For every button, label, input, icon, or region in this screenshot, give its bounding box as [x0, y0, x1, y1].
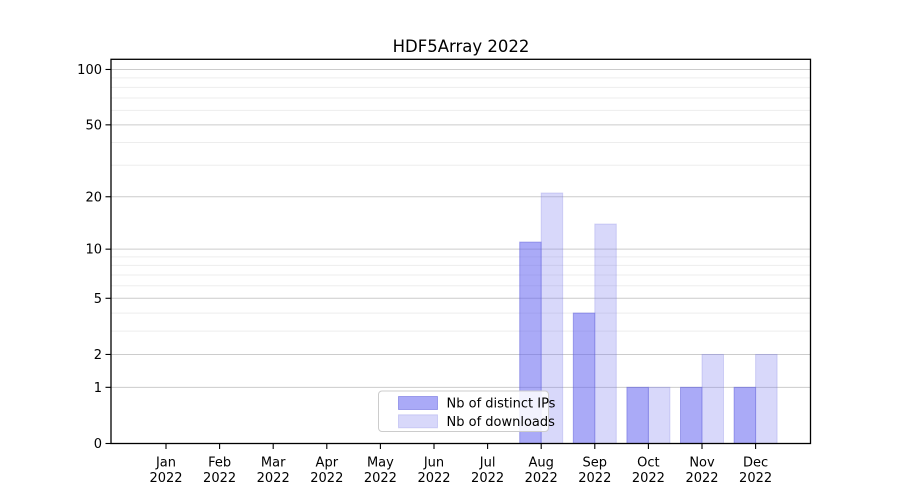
x-tick-label-month: Mar [261, 456, 286, 471]
y-tick-label: 20 [85, 190, 102, 205]
legend-swatch-downloads [398, 414, 438, 429]
x-tick-label-year: 2022 [257, 471, 290, 486]
y-tick-label: 0 [94, 437, 102, 452]
x-tick-label-month: Nov [689, 456, 715, 471]
y-tick-label: 10 [85, 243, 102, 258]
x-tick-label-year: 2022 [685, 471, 718, 486]
plot-border [110, 58, 812, 445]
x-tick-label-year: 2022 [471, 471, 504, 486]
x-tick-label-year: 2022 [364, 471, 397, 486]
x-tick-label-year: 2022 [203, 471, 236, 486]
x-tick-label-year: 2022 [417, 471, 450, 486]
bar-nov-distinct-ips [680, 386, 703, 445]
x-tick-label-year: 2022 [525, 471, 558, 486]
x-tick-label-month: Aug [529, 456, 554, 471]
bar-oct-distinct-ips [626, 386, 649, 445]
x-tick-label-year: 2022 [149, 471, 182, 486]
x-tick-label-month: Oct [637, 456, 659, 471]
bar-oct-downloads [647, 386, 671, 445]
y-tick-label: 100 [77, 63, 102, 78]
x-tick-label-year: 2022 [739, 471, 772, 486]
x-tick-label-month: Jun [423, 456, 444, 471]
x-tick-label-year: 2022 [632, 471, 665, 486]
legend-label-distinct-ips: Nb of distinct IPs [447, 397, 556, 412]
x-tick-label-month: Apr [316, 456, 339, 471]
y-tick-label: 5 [94, 292, 102, 307]
chart-title: HDF5Array 2022 [393, 37, 530, 56]
legend-swatch-distinct-ips [398, 396, 438, 410]
x-tick-label-year: 2022 [578, 471, 611, 486]
x-tick-label-month: Sep [583, 456, 608, 471]
bar-dec-downloads [755, 353, 778, 445]
bar-nov-downloads [701, 353, 724, 445]
x-tick-label-year: 2022 [310, 471, 343, 486]
bar-sep-distinct-ips [572, 312, 596, 445]
bar-dec-distinct-ips [733, 386, 757, 445]
bar-sep-downloads [594, 223, 617, 444]
x-tick-label-month: Jul [479, 456, 496, 471]
legend-label-downloads: Nb of downloads [447, 415, 556, 430]
y-tick-label: 50 [85, 118, 102, 133]
x-tick-label-month: Dec [743, 456, 768, 471]
y-tick-label: 2 [94, 348, 102, 363]
x-tick-label-month: Feb [208, 456, 231, 471]
y-tick-label: 1 [94, 381, 102, 396]
x-tick-label-month: Jan [155, 456, 176, 471]
x-tick-label-month: May [367, 456, 394, 471]
